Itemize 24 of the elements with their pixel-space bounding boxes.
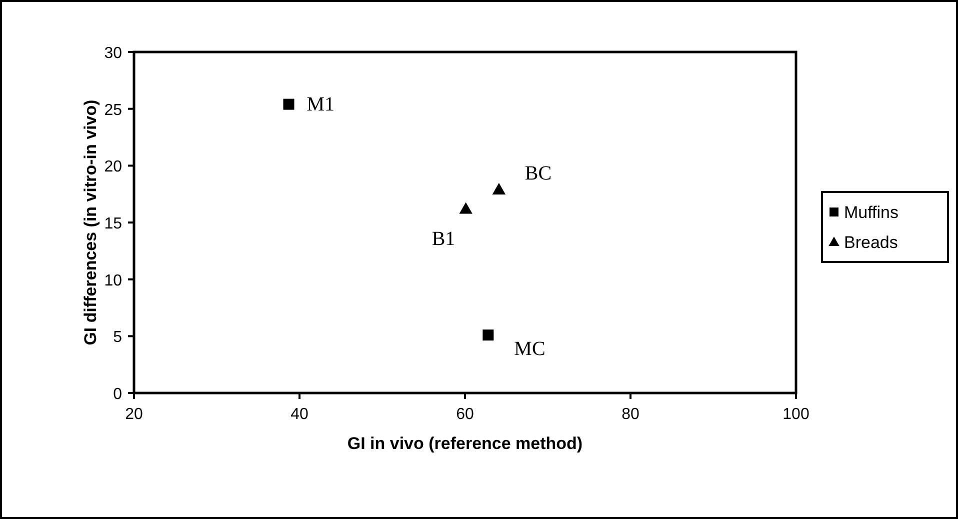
legend-label: Breads xyxy=(844,233,898,252)
point xyxy=(459,202,472,214)
annotation: B1 xyxy=(432,228,456,250)
point xyxy=(283,98,294,110)
y-axis-title: GI differences (in vitro-in vivo) xyxy=(81,100,100,346)
annotation: MC xyxy=(514,338,546,360)
x-tick-label: 20 xyxy=(125,406,143,423)
point xyxy=(492,182,506,194)
x-tick-label: 60 xyxy=(456,406,474,423)
annotation: BC xyxy=(524,162,552,185)
y-tick-label: 10 xyxy=(104,272,122,290)
x-axis-title: GI in vivo (reference method) xyxy=(347,434,583,453)
annotation: M1 xyxy=(306,93,335,116)
y-tick-label: 5 xyxy=(113,329,122,346)
y-tick-label: 0 xyxy=(113,386,122,403)
point xyxy=(482,330,494,341)
y-tick-label: 30 xyxy=(104,45,122,62)
y-tick-label: 20 xyxy=(104,158,122,176)
x-tick-label: 40 xyxy=(290,406,308,423)
y-tick-label: 25 xyxy=(104,102,122,119)
x-tick-label: 100 xyxy=(782,406,810,423)
y-tick-label: 15 xyxy=(104,216,122,232)
x-tick-label: 80 xyxy=(622,406,640,423)
legend-label: Muffins xyxy=(844,203,898,222)
